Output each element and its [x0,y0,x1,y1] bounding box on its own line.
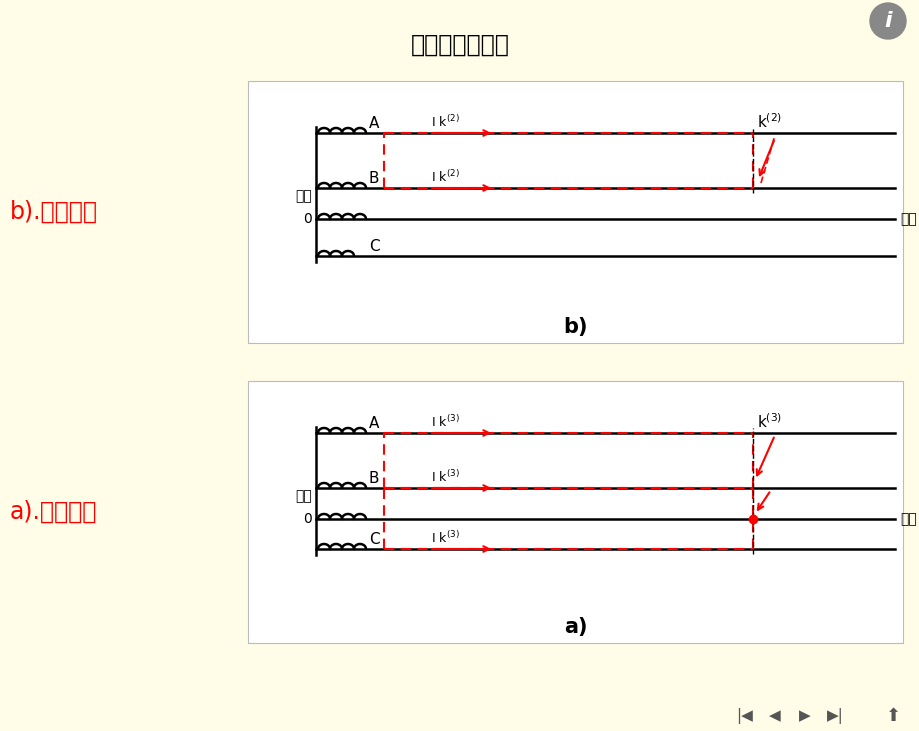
Text: i: i [883,11,891,31]
Text: a).三相短路: a).三相短路 [10,500,97,524]
Circle shape [869,3,905,39]
Text: ◀: ◀ [768,708,780,724]
Text: |◀: |◀ [736,708,753,724]
Text: A: A [369,116,379,131]
Text: 0: 0 [303,512,312,526]
Text: B: B [369,171,380,186]
Text: I k$^{(3)}$: I k$^{(3)}$ [430,469,460,485]
Text: I k$^{(3)}$: I k$^{(3)}$ [430,530,460,546]
Text: b): b) [562,317,587,337]
Text: ▶: ▶ [799,708,810,724]
Text: 二、短路的类型: 二、短路的类型 [410,33,509,57]
Text: 负荷: 负荷 [899,212,915,226]
Text: B: B [369,471,380,486]
Text: ▶|: ▶| [825,708,843,724]
Text: b).两相短路: b).两相短路 [10,200,98,224]
Text: 0: 0 [303,212,312,226]
Text: a): a) [563,617,586,637]
Text: k$^{(3)}$: k$^{(3)}$ [756,412,781,431]
Text: C: C [369,532,380,547]
Text: I k$^{(3)}$: I k$^{(3)}$ [430,414,460,430]
Text: ⬆: ⬆ [884,707,900,725]
Text: C: C [369,239,380,254]
Text: 电源: 电源 [295,189,312,203]
Text: A: A [369,416,379,431]
Text: k$^{(2)}$: k$^{(2)}$ [756,113,781,131]
Text: 电源: 电源 [295,489,312,503]
FancyBboxPatch shape [248,81,902,343]
FancyBboxPatch shape [248,381,902,643]
Text: I k$^{(2)}$: I k$^{(2)}$ [430,169,460,185]
Text: 负荷: 负荷 [899,512,915,526]
Text: I k$^{(2)}$: I k$^{(2)}$ [430,114,460,130]
